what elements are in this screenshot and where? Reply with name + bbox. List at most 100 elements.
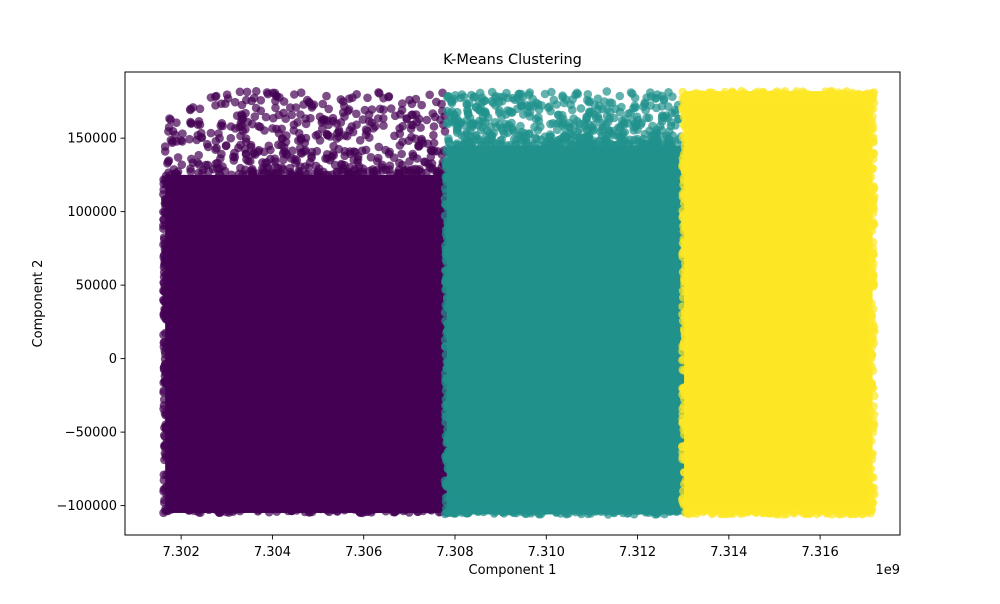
cluster-2-point xyxy=(869,402,878,411)
cluster-1-point xyxy=(518,133,528,142)
cluster-1-point xyxy=(502,88,511,98)
cluster-0-point xyxy=(379,121,388,130)
cluster-1-point xyxy=(632,112,642,122)
cluster-1-point xyxy=(605,98,615,107)
cluster-1-point xyxy=(560,132,570,141)
cluster-2-point xyxy=(720,87,730,97)
cluster-0-point xyxy=(325,132,335,141)
cluster-0-point xyxy=(299,100,308,109)
cluster-1-point xyxy=(621,114,630,124)
cluster-1-point xyxy=(525,112,535,121)
cluster-0-point xyxy=(184,506,193,515)
cluster-0-point xyxy=(386,170,395,179)
cluster-0-point xyxy=(397,149,407,159)
cluster-0-point xyxy=(373,157,382,166)
cluster-1-point xyxy=(636,120,645,129)
cluster-0-point xyxy=(373,114,383,123)
cluster-1-point xyxy=(612,140,621,150)
cluster-0-point xyxy=(326,501,335,511)
cluster-2-point xyxy=(869,98,879,107)
cluster-2-point xyxy=(866,464,876,474)
cluster-0-point xyxy=(163,159,172,168)
cluster-1-point xyxy=(442,295,452,304)
cluster-2-point xyxy=(869,421,878,430)
cluster-1-point xyxy=(443,391,453,401)
cluster-0-point xyxy=(307,151,316,161)
cluster-0-point xyxy=(324,104,334,114)
cluster-0-point xyxy=(386,104,396,113)
cluster-0-point xyxy=(161,410,170,420)
cluster-1-point xyxy=(530,503,540,512)
cluster-1-point xyxy=(440,194,450,203)
cluster-1-point xyxy=(464,110,473,119)
cluster-0-point xyxy=(240,145,250,154)
cluster-2-point xyxy=(867,362,876,371)
cluster-1-point xyxy=(476,505,486,514)
cluster-0-point xyxy=(159,185,168,194)
cluster-2-point xyxy=(789,507,799,517)
cluster-1-point xyxy=(494,98,504,107)
cluster-1-point xyxy=(598,104,607,114)
cluster-0-point xyxy=(374,142,384,152)
cluster-0-point xyxy=(212,143,221,153)
cluster-2-point xyxy=(869,338,879,348)
cluster-0-point xyxy=(211,92,220,101)
cluster-0-point xyxy=(404,136,414,145)
cluster-2-point xyxy=(680,136,690,145)
cluster-1-point xyxy=(652,509,662,519)
cluster-2-point xyxy=(867,483,876,492)
cluster-2-point xyxy=(680,330,690,340)
cluster-0-point xyxy=(345,149,355,159)
cluster-1-points xyxy=(440,87,691,519)
cluster-2-point xyxy=(681,168,690,178)
cluster-2-point xyxy=(790,93,800,103)
y-tick-label: −50000 xyxy=(65,426,117,441)
cluster-0-point xyxy=(287,504,296,513)
cluster-0-point xyxy=(251,87,261,96)
cluster-0-point xyxy=(248,119,257,129)
cluster-1-point xyxy=(442,328,451,338)
cluster-0-point xyxy=(159,487,168,496)
cluster-1-point xyxy=(590,100,600,110)
cluster-1-point xyxy=(556,509,565,518)
cluster-1-point xyxy=(442,163,451,173)
cluster-0-point xyxy=(345,125,355,135)
cluster-1-point xyxy=(640,139,649,148)
cluster-0-point xyxy=(219,502,229,512)
cluster-2-point xyxy=(869,410,879,419)
cluster-0-point xyxy=(425,90,435,100)
cluster-0-point xyxy=(398,99,407,108)
cluster-1-point xyxy=(613,132,623,141)
cluster-0-point xyxy=(270,162,280,171)
cluster-1-point xyxy=(534,116,544,126)
cluster-0-point xyxy=(330,160,340,170)
cluster-1-point xyxy=(487,87,497,97)
cluster-1-point xyxy=(667,118,676,127)
cluster-2-point xyxy=(680,99,690,109)
cluster-1-point xyxy=(564,509,573,518)
cluster-1-point xyxy=(663,138,672,147)
cluster-1-point xyxy=(615,91,625,101)
cluster-2-point xyxy=(680,337,689,347)
cluster-2-point xyxy=(679,209,688,219)
cluster-0-point xyxy=(262,88,272,97)
cluster-1-point xyxy=(441,250,451,260)
cluster-1-point xyxy=(620,128,630,137)
cluster-2-point xyxy=(678,252,687,262)
cluster-0-point xyxy=(186,167,195,176)
cluster-2-point xyxy=(681,259,690,268)
cluster-0-point xyxy=(229,156,239,165)
cluster-1-point xyxy=(530,139,540,149)
cluster-2-point xyxy=(868,263,877,273)
cluster-2-point xyxy=(678,442,687,452)
cluster-0-point xyxy=(159,207,168,217)
cluster-0-point xyxy=(301,170,310,179)
cluster-0-point xyxy=(215,134,224,143)
cluster-1-point xyxy=(442,357,452,367)
cluster-1-point xyxy=(664,127,674,136)
cluster-1-point xyxy=(524,90,534,99)
cluster-1-point xyxy=(513,506,522,515)
cluster-2-point xyxy=(869,280,879,290)
cluster-0-point xyxy=(385,147,394,157)
